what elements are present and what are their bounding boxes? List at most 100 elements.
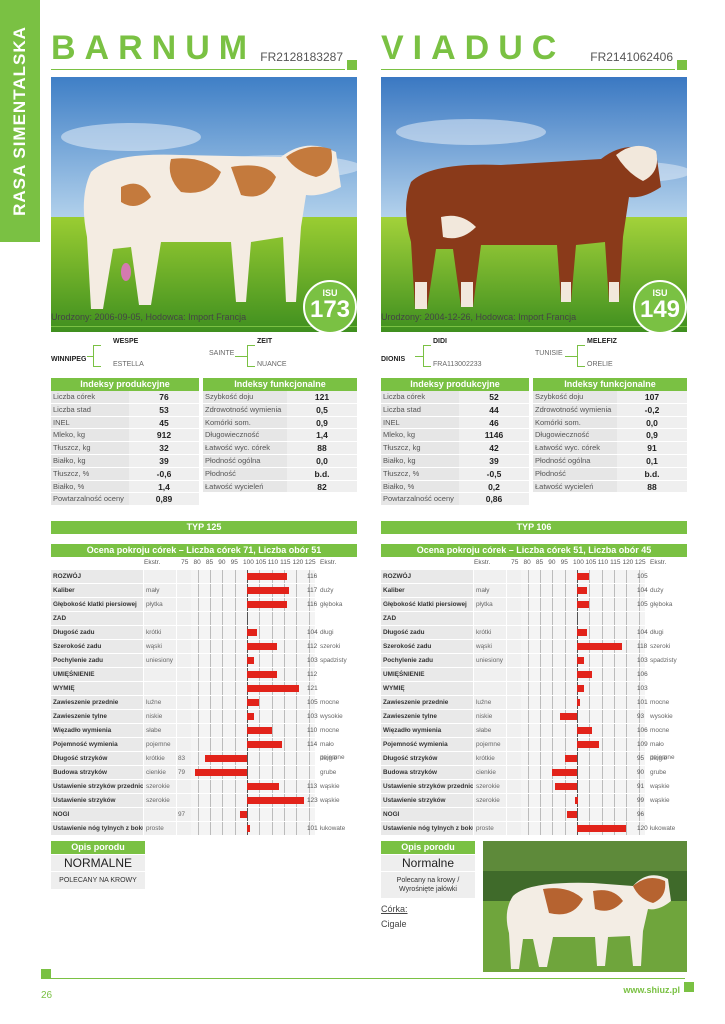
grid-line <box>222 584 224 597</box>
trait-bar <box>577 587 587 594</box>
website-link[interactable]: www.shiuz.pl <box>623 985 680 995</box>
index-value: 0,1 <box>617 454 687 467</box>
trait-bar <box>247 741 282 748</box>
index-label: Białko, kg <box>51 454 129 467</box>
grid-line <box>209 822 211 835</box>
grid-line <box>284 696 286 709</box>
calving-note: Polecany na krowy / Wyrośnięte jałówki <box>381 872 475 898</box>
grid-line <box>614 724 616 737</box>
index-value: 0,86 <box>459 493 529 506</box>
trait-label: UMIĘŚNIENIE <box>381 668 473 681</box>
grid-line <box>601 668 603 681</box>
functional-row: Łatwość wyc. córek 88 <box>203 442 357 455</box>
green-square <box>347 60 357 70</box>
grid-line <box>564 696 566 709</box>
isu-value: 173 <box>309 296 351 323</box>
grid-line <box>527 752 529 765</box>
trait-left-extreme: szerokie <box>144 794 176 807</box>
grid-line <box>552 570 554 583</box>
grid-line <box>564 682 566 695</box>
index-label: Łatwość wyc. córek <box>533 442 617 454</box>
calving-box: Opis porodu NORMALNE POLECANY NA KROWY <box>51 841 145 889</box>
scale-label: 85 <box>205 559 214 566</box>
trait-bar <box>554 783 577 790</box>
scale-label: 125 <box>304 559 316 566</box>
functional-row: Łatwość wycieleń 88 <box>533 480 687 494</box>
trait-label: Szerokość zadu <box>381 640 473 653</box>
trait-left-extreme: cienkie <box>144 766 176 779</box>
grid-line <box>284 710 286 723</box>
index-value: 91 <box>617 442 687 454</box>
grid-line <box>197 654 199 667</box>
trait-row: Szerokość zadu wąski 112 szeroki <box>51 640 357 654</box>
grid-line <box>564 808 566 821</box>
trait-value: 103 <box>637 685 648 692</box>
trait-right-extreme: mocne <box>320 727 340 734</box>
grid-line <box>296 598 298 611</box>
trait-label: Pochylenie zadu <box>381 654 473 667</box>
grid-line <box>197 710 199 723</box>
grid-line <box>539 780 541 793</box>
trait-low-value <box>177 794 191 807</box>
grid-line <box>259 752 261 765</box>
scale-label: 120 <box>292 559 304 566</box>
grid-line <box>638 752 640 765</box>
trait-low-value <box>507 738 521 751</box>
index-label: Tłuszcz, % <box>51 467 129 480</box>
grid-line <box>197 626 199 639</box>
grid-line <box>589 584 591 597</box>
grid-line <box>539 612 541 625</box>
grid-line <box>614 668 616 681</box>
trait-row: Ustawienie strzyków przednich szerokie 113… <box>51 780 357 794</box>
trait-low-value <box>507 752 521 765</box>
trait-left-extreme <box>144 570 176 583</box>
grid-line <box>552 822 554 835</box>
isu-value: 149 <box>639 296 681 323</box>
grid-line <box>527 626 529 639</box>
trait-chart: ROZWÓJ 105 Kaliber mały 104 duży Głębokość kla… <box>381 570 687 836</box>
grid-line <box>564 612 566 625</box>
trait-right-extreme: spadzisty <box>650 657 677 664</box>
trait-left-extreme <box>474 570 506 583</box>
index-value: 0,9 <box>287 416 357 429</box>
grid-line <box>614 598 616 611</box>
trait-row: Zawieszenie przednie luźne 101 mocne <box>381 696 687 710</box>
grid-line <box>601 710 603 723</box>
grid-line <box>296 738 298 751</box>
index-value: 107 <box>617 391 687 403</box>
functional-rows: Szybkość doju 121 Zdrowotność wymienia 0,5 K… <box>203 391 357 494</box>
grid-line <box>284 752 286 765</box>
trait-value: 117 <box>307 587 318 594</box>
index-value: 912 <box>129 429 199 442</box>
pedigree-dam: TUNISIE <box>535 350 563 357</box>
trait-row: Głębokość klatki piersiowej płytka 116 głęb… <box>51 598 357 612</box>
index-label: Tłuszcz, kg <box>51 442 129 454</box>
grid-line <box>614 682 616 695</box>
production-header: Indeksy produkcyjne <box>51 378 199 391</box>
functional-row: Długowieczność 0,9 <box>533 429 687 443</box>
daughter-label: Córka: <box>381 904 408 914</box>
grid-line <box>296 710 298 723</box>
grid-line <box>552 640 554 653</box>
grid-line <box>589 626 591 639</box>
scale-labels: Ekstr. 75 80 85 90 95 100 105 110 115 120 125 Ekstr. <box>381 558 687 568</box>
isu-badge: ISU 149 <box>633 280 687 334</box>
trait-right-extreme: duży <box>320 587 334 594</box>
grid-line <box>564 668 566 681</box>
grid-line <box>209 626 211 639</box>
grid-line <box>308 724 310 737</box>
trait-left-extreme: płytka <box>474 598 506 611</box>
grid-line <box>234 668 236 681</box>
index-value: 76 <box>129 391 199 403</box>
grid-line <box>209 640 211 653</box>
ocena-header: Ocena pokroju córek – Liczba córek 71, L… <box>51 544 357 557</box>
trait-value: 105 <box>307 699 318 706</box>
production-row: Liczba córek 52 <box>381 391 529 404</box>
grid-line <box>259 612 261 625</box>
trait-value: 103 <box>307 657 318 664</box>
grid-line <box>577 752 578 765</box>
trait-value: 116 <box>307 573 318 580</box>
trait-row: Pochylenie zadu uniesiony 103 spadzisty <box>381 654 687 668</box>
grid-line <box>271 612 273 625</box>
grid-line <box>271 822 273 835</box>
